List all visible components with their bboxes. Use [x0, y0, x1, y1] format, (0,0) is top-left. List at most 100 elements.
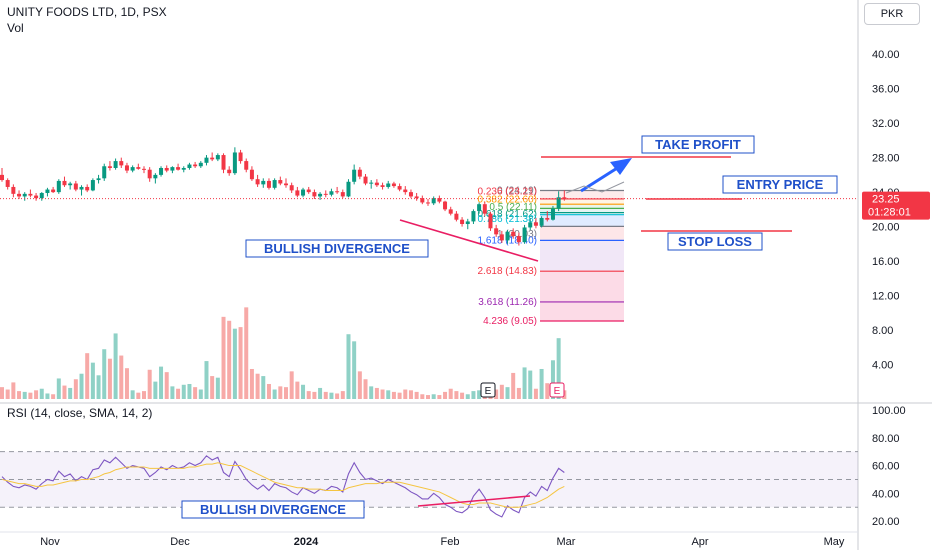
candle-body [545, 217, 550, 220]
fib-zone [540, 301, 624, 321]
take-profit-label-box [641, 135, 755, 154]
target-arrow-head [610, 158, 632, 175]
candle-body [238, 152, 243, 162]
candle-body [56, 180, 61, 193]
fib-zone [540, 240, 624, 272]
volume-bar [142, 391, 146, 399]
fib-zone [540, 204, 624, 209]
candle-body [329, 191, 334, 195]
take-profit-label-text: TAKE PROFIT [655, 137, 741, 152]
candle-body [193, 164, 198, 167]
candle-body [346, 181, 351, 197]
price-tick-label: 36.00 [872, 84, 900, 96]
rsi-pane: RSI (14, close, SMA, 14, 2) [0, 406, 858, 518]
volume-bar [556, 338, 561, 399]
candle-body [11, 186, 16, 194]
candle-body [465, 221, 470, 225]
volume-bar [187, 383, 192, 399]
entry-price-label-text: ENTRY PRICE [737, 177, 824, 192]
annotations[interactable]: TAKE PROFIT ENTRY PRICE STOP LOSS BULLISH D… [0, 135, 858, 519]
volume-bar [505, 387, 510, 399]
currency-button[interactable]: PKR [864, 3, 920, 25]
fib-level-label: 0.236 (23.21) [478, 186, 538, 197]
volume-bar [51, 394, 56, 399]
candle-body [221, 155, 226, 170]
candle-body [261, 180, 266, 185]
fib-zone [540, 198, 624, 205]
rsi-tick-label: 20.00 [872, 516, 900, 528]
candle-body [562, 197, 567, 199]
candle-body [153, 174, 158, 179]
volume-bar [62, 385, 67, 399]
projection-path [565, 181, 625, 194]
candlestick-series [0, 147, 567, 246]
candle-body [301, 189, 306, 196]
volume-bar [374, 387, 379, 399]
candle-body [164, 167, 169, 171]
candle-body [96, 178, 101, 181]
time-axis[interactable]: Nov Dec 2024 Feb Mar Apr May [40, 536, 845, 548]
volume-bar [249, 368, 254, 399]
volume-bar [448, 388, 453, 399]
candle-body [408, 192, 413, 197]
candle-body [357, 169, 362, 177]
fibonacci-extension[interactable]: 0 (24.19)0.236 (23.21)0.382 (22.60)0.5 (… [478, 185, 625, 327]
candle-body [73, 183, 78, 190]
fib-level-label: 0 (24.19) [497, 185, 537, 196]
volume-bar [221, 316, 226, 399]
volume-bar [443, 391, 448, 399]
candle-body [51, 189, 56, 193]
candle-body [187, 164, 192, 168]
volume-bar [369, 386, 374, 399]
volume-bar [346, 334, 351, 399]
price-divergence-line [399, 219, 539, 262]
volume-bar [261, 376, 266, 399]
time-tick-label: May [824, 536, 845, 548]
volume-bar [312, 391, 317, 399]
volume-bar [380, 389, 385, 399]
candle-body [312, 192, 317, 197]
candle-body [17, 193, 22, 197]
time-tick-label: Nov [40, 536, 60, 548]
candle-body [494, 228, 499, 235]
candle-body [488, 213, 493, 229]
volume-bar [471, 391, 476, 399]
volume-bar [545, 383, 550, 399]
candle-body [102, 166, 107, 179]
candle-body [266, 180, 271, 188]
candle-body [443, 201, 448, 210]
volume-bar [198, 389, 203, 399]
candle-body [323, 193, 328, 195]
candle-body [159, 167, 164, 175]
candle-body [28, 193, 33, 196]
candle-body [210, 157, 215, 160]
candle-body [272, 180, 277, 188]
candle-body [528, 222, 533, 228]
volume-bar [39, 388, 44, 399]
candle-body [448, 209, 453, 214]
fib-level-label: 0.618 (21.62) [478, 209, 538, 220]
volume-bar [130, 390, 135, 399]
volume-bar [176, 388, 181, 399]
candle-body [249, 169, 254, 180]
volume-bar [68, 387, 73, 399]
rsi-tick-label: 100.00 [872, 405, 906, 417]
volume-bar [477, 390, 482, 399]
price-axis[interactable]: 40.0036.0032.0028.0024.0020.0016.0012.00… [862, 49, 930, 528]
candle-body [136, 167, 141, 169]
candle-body [34, 195, 39, 199]
price-tick-label: 4.00 [872, 360, 893, 372]
volume-bar [266, 383, 271, 399]
price-tick-label: 16.00 [872, 256, 900, 268]
volume-bar [516, 387, 521, 399]
candle-body [124, 165, 129, 171]
volume-bar [386, 390, 391, 399]
volume-bar [17, 391, 22, 399]
fib-level-label: 1 (20.03) [497, 229, 537, 240]
rsi-sma-line [1, 462, 565, 508]
candle-body [204, 157, 209, 163]
bullish-divergence-rsi-label-text: BULLISH DIVERGENCE [200, 502, 346, 517]
volume-bar [414, 391, 419, 399]
